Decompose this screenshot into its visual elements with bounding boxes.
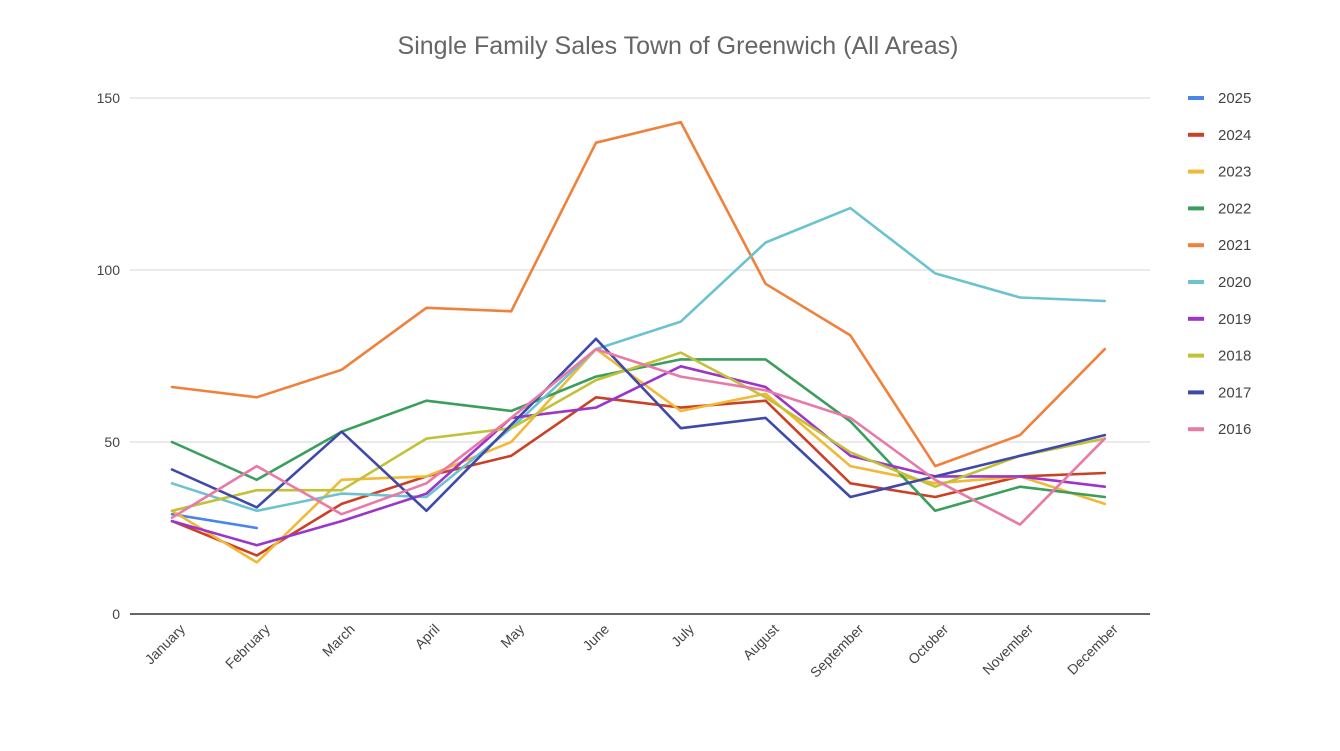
legend-swatch [1188, 96, 1204, 100]
legend-item-2024[interactable]: 2024 [1188, 127, 1251, 144]
legend-label: 2023 [1218, 164, 1251, 181]
series-line-2018 [170, 351, 1107, 513]
legend-swatch [1188, 243, 1204, 248]
x-tick-label: October [905, 621, 952, 668]
legend-label: 2019 [1218, 311, 1251, 328]
series-lines [170, 120, 1107, 564]
x-tick-label: July [668, 621, 697, 650]
legend-item-2018[interactable]: 2018 [1188, 348, 1251, 365]
legend-label: 2024 [1218, 127, 1251, 144]
x-tick-label: August [740, 621, 782, 663]
series-line-2024 [170, 395, 1107, 557]
legend-item-2020[interactable]: 2020 [1188, 274, 1251, 291]
legend-item-2025[interactable]: 2025 [1188, 90, 1251, 107]
legend-swatch [1188, 206, 1204, 211]
x-tick-label: February [222, 621, 273, 672]
legend-item-2023[interactable]: 2023 [1188, 164, 1251, 181]
y-tick-label: 50 [104, 434, 120, 450]
legend-label: 2016 [1218, 421, 1251, 438]
legend-label: 2017 [1218, 384, 1251, 401]
legend-swatch [1188, 427, 1204, 432]
x-tick-label: December [1064, 621, 1121, 678]
legend-swatch [1188, 316, 1204, 321]
series-line-2020 [170, 206, 1107, 513]
legend: 2025 2024 2023 2022 2021 2020 2019 2018 2017 2016 [1188, 90, 1251, 438]
legend-label: 2021 [1218, 237, 1251, 254]
legend-swatch [1188, 132, 1204, 137]
series-line-2022 [170, 358, 1107, 513]
series-line-2016 [170, 347, 1107, 526]
series-line-2019 [170, 364, 1107, 547]
legend-item-2021[interactable]: 2021 [1188, 237, 1251, 254]
series-line-2021 [170, 120, 1107, 468]
series-line-2025 [170, 512, 259, 530]
x-tick-label: May [497, 621, 527, 651]
legend-item-2017[interactable]: 2017 [1188, 384, 1251, 401]
legend-label: 2025 [1218, 90, 1251, 107]
gridlines [130, 97, 1150, 615]
x-tick-label: November [979, 621, 1036, 678]
legend-label: 2022 [1218, 200, 1251, 217]
x-tick-label: September [807, 621, 867, 681]
y-tick-label: 150 [97, 90, 121, 106]
x-tick-label: April [411, 621, 442, 652]
legend-item-2022[interactable]: 2022 [1188, 200, 1251, 217]
legend-swatch [1188, 353, 1204, 358]
x-tick-label: March [319, 621, 358, 660]
legend-item-2016[interactable]: 2016 [1188, 421, 1251, 438]
legend-label: 2020 [1218, 274, 1251, 291]
x-tick-label: January [142, 621, 189, 668]
series-line-2017 [170, 337, 1107, 513]
y-tick-label: 0 [112, 606, 120, 622]
legend-item-2019[interactable]: 2019 [1188, 311, 1251, 328]
legend-swatch [1188, 169, 1204, 174]
axes: 0 50 100 150 January February March April May Jun… [97, 90, 1122, 681]
legend-label: 2018 [1218, 348, 1251, 365]
legend-swatch [1188, 280, 1204, 284]
chart-title: Single Family Sales Town of Greenwich (A… [398, 32, 959, 60]
y-tick-label: 100 [97, 262, 121, 278]
legend-swatch [1188, 390, 1204, 395]
x-tick-label: June [579, 621, 612, 654]
